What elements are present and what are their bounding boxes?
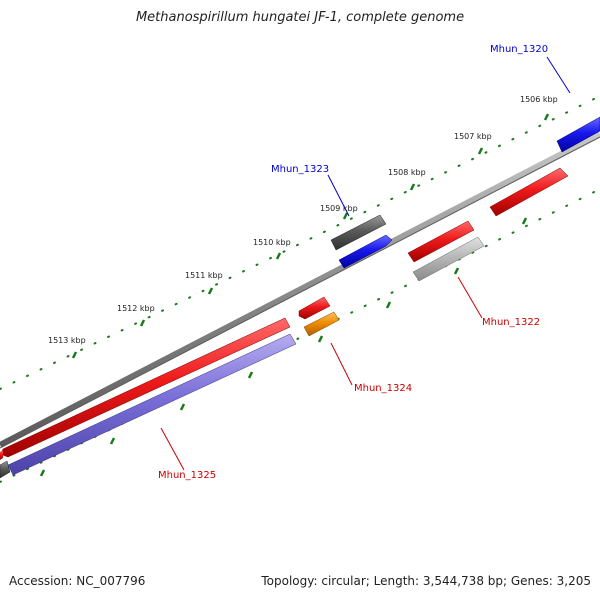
major-tick-1511 — [207, 287, 214, 295]
inner-major-tick-5 — [247, 371, 254, 379]
gene-red-long[interactable] — [0, 317, 291, 458]
inner-major-tick-8 — [39, 469, 46, 477]
gene-mhun-1324[interactable] — [303, 311, 340, 337]
gene-edge-red[interactable] — [0, 450, 3, 460]
gene-mhun-1325[interactable] — [7, 333, 297, 476]
leader-1322 — [457, 276, 483, 319]
major-tick-1507 — [477, 147, 484, 155]
kbp-label-1513: 1513 kbp — [48, 336, 86, 345]
gene-label-1322[interactable]: Mhun_1322 — [482, 317, 540, 328]
outer-ruler — [0, 95, 600, 390]
major-tick-1508 — [409, 183, 416, 191]
major-ticks — [39, 113, 550, 477]
major-tick-1513 — [71, 351, 78, 359]
gene-red-small[interactable] — [298, 296, 331, 320]
inner-major-tick-7 — [109, 437, 116, 445]
kbp-label-1509: 1509 kbp — [320, 204, 358, 213]
major-tick-1506 — [543, 113, 550, 121]
kbp-label-1511: 1511 kbp — [185, 271, 223, 280]
gene-labels: Mhun_1320 Mhun_1323 Mhun_1322 Mhun_1324 … — [158, 44, 548, 481]
gene-label-1324[interactable]: Mhun_1324 — [354, 383, 412, 394]
leader-1324 — [330, 342, 353, 386]
topology-text: Topology: circular; Length: 3,544,738 bp… — [261, 574, 591, 588]
gene-red-forward-2[interactable] — [407, 220, 475, 263]
gene-edge-dark[interactable] — [0, 460, 11, 479]
accession-text: Accession: NC_007796 — [9, 574, 146, 588]
gene-blue-reverse[interactable] — [338, 234, 393, 269]
genes — [0, 116, 600, 479]
gene-mhun-1322[interactable] — [412, 236, 485, 282]
kbp-label-1506: 1506 kbp — [520, 95, 558, 104]
leader-lines — [160, 56, 571, 471]
gene-mhun-1320[interactable] — [556, 116, 600, 153]
leader-1325 — [160, 427, 185, 471]
inner-major-tick-1 — [521, 217, 528, 225]
gene-label-1325[interactable]: Mhun_1325 — [158, 470, 216, 481]
gene-red-forward-1[interactable] — [489, 167, 569, 217]
inner-major-tick-3 — [385, 301, 392, 309]
leader-1323 — [327, 174, 350, 217]
inner-major-tick-6 — [179, 403, 186, 411]
backbone-line — [0, 131, 600, 448]
major-tick-1509 — [342, 212, 349, 220]
major-tick-1510 — [275, 252, 282, 260]
inner-major-tick-2 — [453, 267, 460, 275]
kbp-label-1512: 1512 kbp — [117, 304, 155, 313]
inner-major-tick-4 — [317, 335, 324, 343]
kbp-labels: 1506 kbp 1507 kbp 1508 kbp 1509 kbp 1510… — [48, 95, 558, 345]
genome-title: Methanospirillum hungatei JF-1, complete… — [135, 10, 465, 25]
kbp-label-1508: 1508 kbp — [388, 168, 426, 177]
backbone-shadow — [0, 136, 600, 449]
leader-1320 — [546, 56, 571, 94]
gene-label-1320[interactable]: Mhun_1320 — [490, 44, 548, 55]
gene-mhun-1323[interactable] — [330, 214, 387, 251]
kbp-label-1510: 1510 kbp — [253, 238, 291, 247]
genome-backbone — [0, 131, 600, 449]
major-tick-1512 — [139, 319, 146, 327]
gene-label-1323[interactable]: Mhun_1323 — [271, 164, 329, 175]
kbp-label-1507: 1507 kbp — [454, 132, 492, 141]
outer-ruler-minor-ticks — [0, 95, 600, 390]
